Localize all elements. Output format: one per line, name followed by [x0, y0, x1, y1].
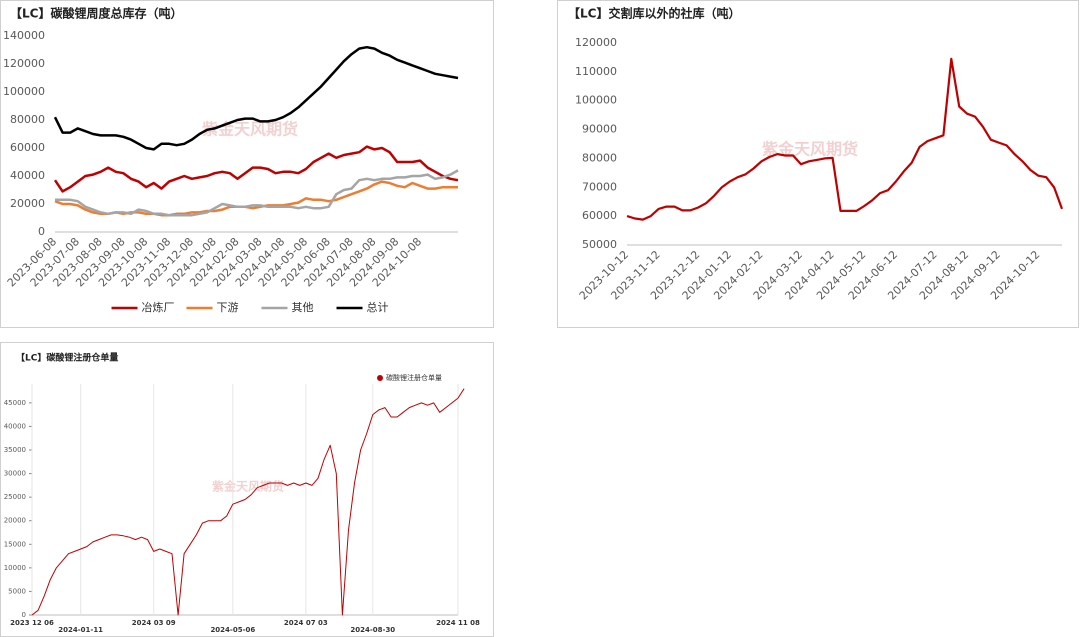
watermark: 紫金天风期货: [762, 140, 858, 159]
legend-label: 碳酸锂注册仓单量: [386, 373, 442, 382]
y-tick-label: 25000: [4, 493, 26, 501]
y-tick-label: 45000: [4, 399, 26, 407]
y-tick-label: 10000: [4, 564, 26, 572]
y-tick-label: 15000: [4, 540, 26, 548]
x-tick-label: 2024 07 03: [284, 619, 328, 627]
x-tick-label: 2023 12 06: [10, 619, 54, 627]
y-tick-label: 40000: [4, 422, 26, 430]
y-tick-label: 100000: [3, 85, 45, 98]
y-tick-label: 80000: [10, 113, 45, 126]
x-tick-label: 2024-08-30: [350, 626, 395, 634]
y-tick-label: 60000: [10, 141, 45, 154]
x-tick-label: 2024-01-11: [58, 626, 103, 634]
y-tick-label: 50000: [582, 238, 617, 251]
y-tick-label: 100000: [575, 94, 617, 107]
y-tick-label: 140000: [3, 29, 45, 42]
chart-title: 【LC】交割库以外的社库（吨）: [568, 6, 740, 21]
y-tick-label: 20000: [10, 197, 45, 210]
y-tick-label: 5000: [8, 587, 26, 595]
y-tick-label: 110000: [575, 65, 617, 78]
y-tick-label: 120000: [3, 57, 45, 70]
y-tick-label: 35000: [4, 446, 26, 454]
series-line: [53, 145, 459, 193]
panel: [557, 0, 1079, 328]
chart-title: 【LC】碳酸锂周度总库存（吨）: [10, 6, 182, 21]
panel: [0, 0, 494, 328]
x-tick-label: 2024 11 08: [436, 619, 480, 627]
y-tick-label: 0: [38, 225, 45, 238]
legend-swatch: [377, 375, 383, 381]
y-tick-label: 30000: [4, 470, 26, 478]
y-tick-label: 40000: [10, 169, 45, 182]
legend-label: 冶炼厂: [142, 300, 175, 314]
y-tick-label: 90000: [582, 123, 617, 136]
y-tick-label: 60000: [582, 209, 617, 222]
panel: [0, 342, 494, 637]
x-tick-label: 2024-05-06: [210, 626, 255, 634]
x-tick-label: 2024 03 09: [132, 619, 176, 627]
watermark: 紫金天风期货: [212, 479, 284, 494]
y-tick-label: 20000: [4, 517, 26, 525]
series-line: [55, 169, 459, 217]
series-line: [31, 388, 465, 616]
legend-label: 总计: [367, 300, 389, 314]
y-tick-label: 70000: [582, 180, 617, 193]
y-tick-label: 80000: [582, 151, 617, 164]
legend-label: 其他: [292, 301, 314, 314]
y-tick-label: 0: [22, 611, 26, 619]
series-line: [626, 57, 1064, 221]
y-tick-label: 120000: [575, 36, 617, 49]
series-line: [53, 45, 459, 151]
chart-title: 【LC】碳酸锂注册仓单量: [16, 352, 118, 364]
legend-label: 下游: [217, 301, 239, 314]
